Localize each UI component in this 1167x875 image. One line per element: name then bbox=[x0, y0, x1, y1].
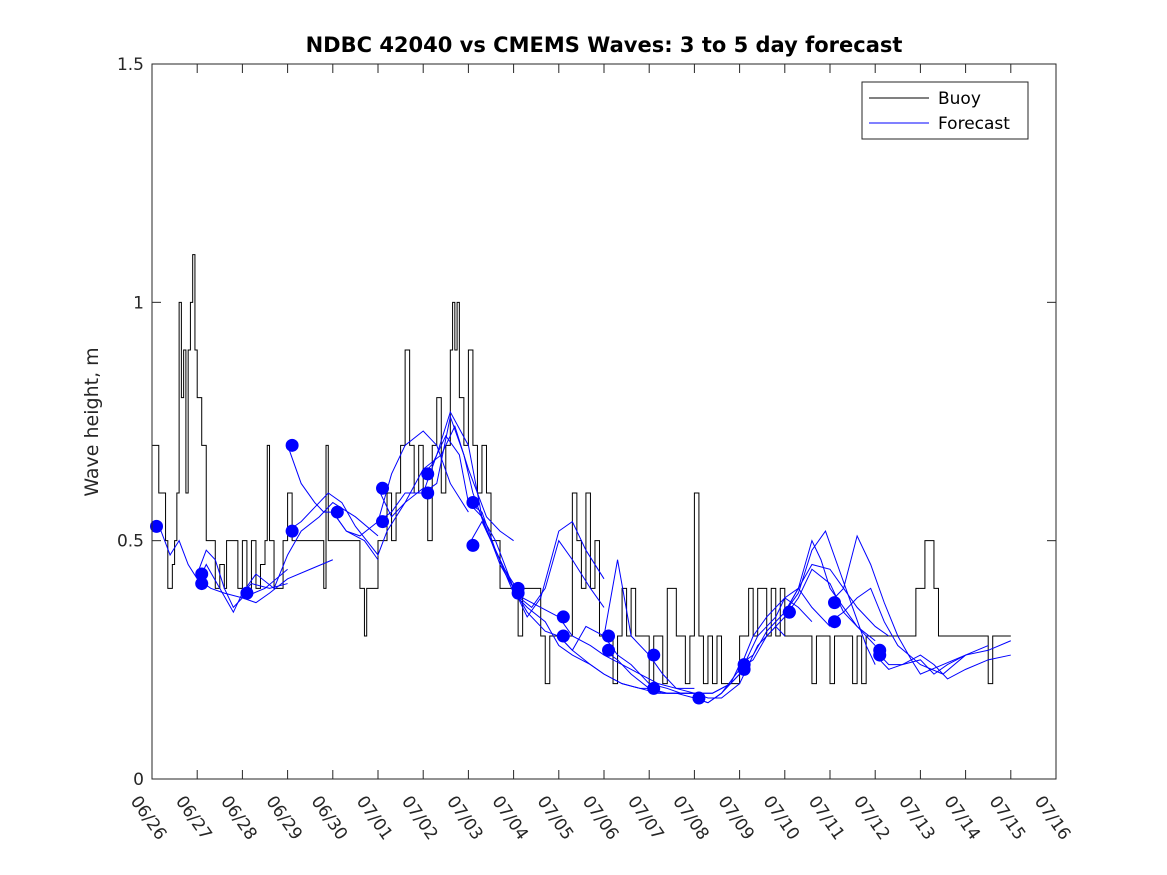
y-tick-label-0: 0 bbox=[133, 770, 144, 790]
forecast-marker-9 bbox=[376, 515, 390, 529]
legend-forecast-label: Forecast bbox=[938, 114, 1010, 134]
forecast-marker-2 bbox=[195, 567, 209, 581]
forecast-marker-22 bbox=[692, 691, 706, 705]
forecast-series-line-29 bbox=[874, 640, 1011, 675]
forecast-marker-11 bbox=[421, 486, 435, 500]
forecast-marker-3 bbox=[195, 577, 209, 591]
legend-box bbox=[861, 81, 1029, 140]
chart-title: NDBC 42040 vs CMEMS Waves: 3 to 5 day fo… bbox=[306, 33, 903, 57]
forecast-marker-18 bbox=[602, 629, 616, 643]
forecast-series-line-4 bbox=[241, 501, 379, 594]
y-axis-label: Wave height, m bbox=[81, 347, 103, 496]
forecast-marker-12 bbox=[466, 496, 480, 510]
forecast-series-line-7 bbox=[332, 430, 469, 537]
forecast-series-line-23 bbox=[739, 539, 876, 666]
forecast-marker-7 bbox=[330, 505, 344, 519]
forecast-series-line-21 bbox=[649, 597, 813, 704]
forecast-series-line-11 bbox=[422, 414, 560, 618]
forecast-marker-17 bbox=[556, 629, 570, 643]
y-tick-label-1: 1 bbox=[133, 293, 144, 313]
forecast-marker-24 bbox=[737, 662, 751, 676]
forecast-series-line-3 bbox=[196, 563, 288, 614]
forecast-marker-1 bbox=[150, 519, 164, 533]
forecast-marker-19 bbox=[602, 643, 616, 657]
forecast-series-line-13 bbox=[467, 520, 605, 609]
forecast-series-line-8 bbox=[377, 424, 514, 542]
forecast-series-line-25 bbox=[784, 530, 876, 665]
legend-buoy-label: Buoy bbox=[938, 89, 981, 109]
forecast-marker-6 bbox=[285, 524, 299, 538]
forecast-series-line-28 bbox=[829, 587, 989, 675]
forecast-series-line-2 bbox=[196, 549, 333, 609]
forecast-series-line-26 bbox=[784, 563, 890, 637]
forecast-series-line-12 bbox=[468, 502, 605, 618]
forecast-series-line-6 bbox=[287, 487, 424, 556]
forecast-series-line-5 bbox=[287, 445, 379, 561]
forecast-series-line-22 bbox=[694, 587, 831, 704]
forecast-marker-8 bbox=[376, 481, 390, 495]
forecast-series-line-24 bbox=[739, 568, 876, 670]
forecast-marker-4 bbox=[240, 586, 254, 600]
forecast-marker-27 bbox=[828, 596, 842, 610]
legend: Buoy Forecast bbox=[861, 81, 1029, 140]
forecast-marker-15 bbox=[511, 586, 525, 600]
data-layer bbox=[150, 254, 1011, 705]
y-tick-label-1.5: 1.5 bbox=[117, 55, 144, 75]
forecast-marker-26 bbox=[782, 605, 796, 619]
forecast-marker-13 bbox=[466, 538, 480, 552]
forecast-marker-5 bbox=[285, 438, 299, 452]
plot-area bbox=[152, 64, 1056, 779]
forecast-series-line-10 bbox=[422, 434, 515, 589]
forecast-marker-21 bbox=[647, 681, 661, 695]
forecast-marker-20 bbox=[647, 648, 661, 662]
y-tick-label-0.5: 0.5 bbox=[117, 532, 144, 552]
forecast-marker-16 bbox=[556, 610, 570, 624]
forecast-marker-28 bbox=[828, 615, 842, 629]
forecast-series-line-30 bbox=[874, 654, 1011, 680]
forecast-marker-30 bbox=[873, 648, 887, 662]
buoy-series-line bbox=[152, 254, 1011, 685]
forecast-series-line-14 bbox=[513, 559, 650, 656]
forecast-marker-10 bbox=[421, 467, 435, 481]
